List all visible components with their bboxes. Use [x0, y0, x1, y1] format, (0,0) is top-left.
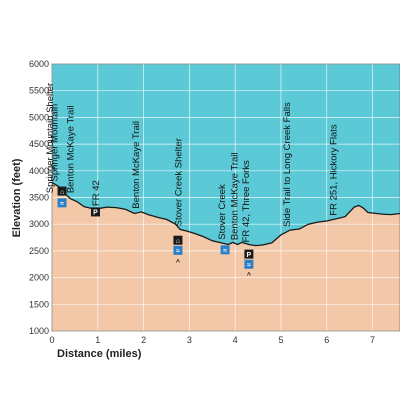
water-icon: ≈	[173, 245, 183, 255]
annotation-label: FR 251, Hickory Flats	[329, 124, 340, 216]
annotation-label: FR 42, Three Forks	[241, 160, 252, 242]
icons: ⌂ ≈ P ⌂ ≈ ^ ≈ P ≈ ^	[57, 186, 254, 280]
annotation-label: FR 42	[91, 180, 102, 206]
campsite-icon: ^	[176, 258, 180, 266]
x-tick-label: 1	[95, 335, 100, 345]
parking-icon: P	[244, 249, 254, 259]
water-icon: ≈	[57, 198, 67, 208]
y-tick-label: 3000	[29, 219, 49, 229]
annotation-label: Benton McKaye Trail	[131, 121, 142, 209]
y-axis-title: Elevation (feet)	[11, 158, 23, 237]
x-tick-label: 7	[370, 335, 375, 345]
plot-frame	[51, 63, 400, 332]
x-tick-label: 6	[324, 335, 329, 345]
annotation-label: Side Trail to Long Creek Falls	[282, 102, 293, 227]
svg-text:^: ^	[247, 272, 251, 280]
x-tick-label: 2	[141, 335, 146, 345]
annotation-label: Stover Creek Shelter	[174, 138, 185, 226]
water-icon: ≈	[244, 259, 254, 269]
x-tick-label: 3	[187, 335, 192, 345]
shelter-icon: ⌂	[57, 186, 67, 196]
grid-lines	[51, 63, 400, 332]
y-tick-label: 3500	[29, 193, 49, 203]
annotation-label: Springer Mountain Shelter	[45, 83, 56, 193]
y-tick-label: 4500	[29, 139, 49, 149]
svg-text:≈: ≈	[247, 262, 251, 269]
y-tick-label: 1500	[29, 299, 49, 309]
x-tick-label: 0	[49, 335, 54, 345]
y-tick-labels: 1000 1500 2000 2500 3000 3500 4000 4500 5000 5500…	[29, 59, 49, 336]
campsite-icon: ^	[247, 272, 251, 280]
annotation-label: Springer Mountain	[49, 104, 60, 182]
annotation-label: Benton McKaye Trail	[66, 106, 77, 194]
shelter-icon: ⌂	[173, 235, 183, 245]
water-icon: ≈	[220, 245, 230, 255]
svg-text:⌂: ⌂	[60, 189, 64, 196]
svg-text:P: P	[93, 210, 98, 217]
svg-text:^: ^	[176, 258, 180, 266]
y-tick-label: 5500	[29, 86, 49, 96]
annotation-label: Stover Creek	[217, 184, 228, 240]
y-tick-label: 2000	[29, 273, 49, 283]
x-axis-title: Distance (miles)	[57, 348, 142, 360]
svg-text:⌂: ⌂	[176, 238, 180, 245]
parking-icon: P	[91, 207, 100, 217]
svg-text:P: P	[247, 252, 252, 259]
svg-text:≈: ≈	[60, 201, 64, 208]
y-tick-label: 6000	[29, 59, 49, 69]
svg-text:≈: ≈	[223, 248, 227, 255]
ground-area	[52, 182, 400, 331]
x-tick-label: 4	[233, 335, 238, 345]
y-tick-label: 2500	[29, 246, 49, 256]
y-tick-label: 5000	[29, 112, 49, 122]
y-tick-label: 4000	[29, 166, 49, 176]
x-tick-labels: 0 1 2 3 4 5 6 7	[49, 335, 375, 345]
annotation-label: Benton McKaye Trail	[229, 152, 240, 240]
svg-text:≈: ≈	[176, 248, 180, 255]
y-tick-label: 1000	[29, 326, 49, 336]
x-tick-label: 5	[278, 335, 283, 345]
